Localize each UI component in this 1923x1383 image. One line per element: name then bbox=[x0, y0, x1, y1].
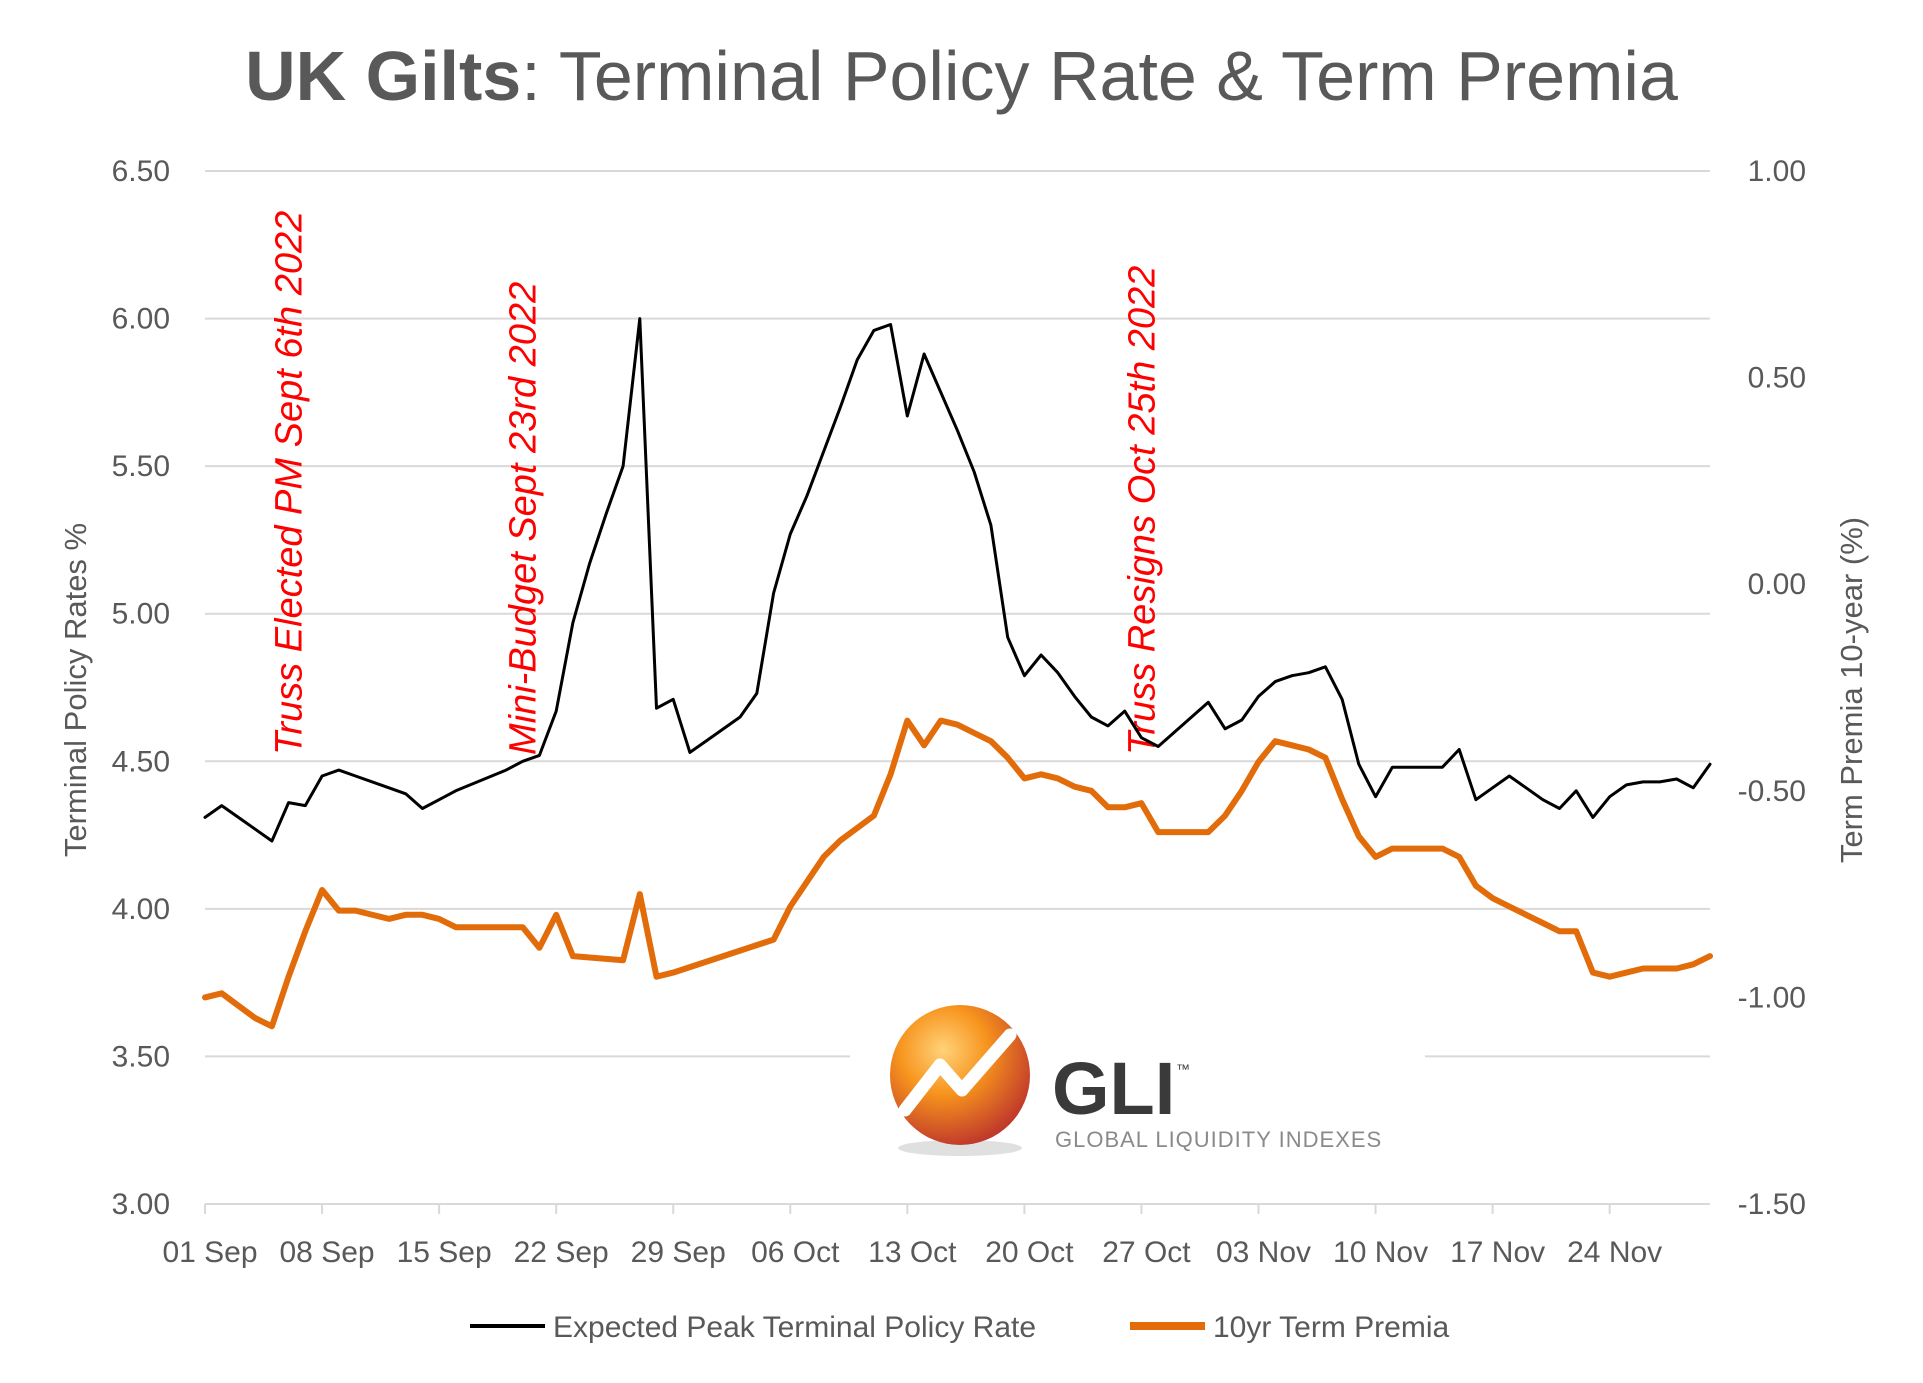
legend: Expected Peak Terminal Policy Rate 10yr … bbox=[470, 1311, 1449, 1344]
y-right-tick-label: 1.00 bbox=[1748, 155, 1806, 188]
logo-subtitle: GLOBAL LIQUIDITY INDEXES bbox=[1055, 1127, 1382, 1152]
x-tick-label: 08 Sep bbox=[280, 1236, 375, 1269]
series-line-policy-rate bbox=[203, 317, 1712, 843]
x-tick-label: 10 Nov bbox=[1333, 1236, 1428, 1269]
x-tick-label: 22 Sep bbox=[514, 1236, 609, 1269]
y-axis-right-title: Term Premia 10-year (%) bbox=[1834, 517, 1869, 863]
series-lines bbox=[202, 317, 1713, 1030]
annotations: Truss Elected PM Sept 6th 2022 Mini-Budge… bbox=[269, 211, 1164, 755]
y-left-tick-label: 4.00 bbox=[112, 893, 170, 926]
x-tick-label: 17 Nov bbox=[1450, 1236, 1545, 1269]
y-left-tick-label: 3.00 bbox=[112, 1188, 170, 1221]
logo-orb-icon bbox=[890, 1005, 1030, 1145]
x-tick-label: 03 Nov bbox=[1216, 1236, 1311, 1269]
logo-shadow bbox=[898, 1140, 1022, 1156]
x-tick-label: 13 Oct bbox=[868, 1236, 957, 1269]
legend-label-policy-rate: Expected Peak Terminal Policy Rate bbox=[553, 1311, 1036, 1344]
legend-label-term-premia: 10yr Term Premia bbox=[1213, 1311, 1449, 1344]
x-tick-label: 24 Nov bbox=[1567, 1236, 1662, 1269]
axis-ticks: 3.00 3.50 4.00 4.50 5.00 5.50 6.00 6.50 -1.50 -1.… bbox=[112, 155, 1806, 1269]
logo-trend-arrow-icon bbox=[898, 1028, 1017, 1117]
x-tick-label: 20 Oct bbox=[985, 1236, 1074, 1269]
gli-logo: GLI ™ GLOBAL LIQUIDITY INDEXES bbox=[850, 1005, 1425, 1175]
x-tick-label: 01 Sep bbox=[162, 1236, 257, 1269]
y-left-tick-label: 5.00 bbox=[112, 598, 170, 631]
chart-title-rest: : Terminal Policy Rate & Term Premia bbox=[521, 37, 1678, 115]
y-left-tick-label: 4.50 bbox=[112, 745, 170, 778]
y-right-tick-label: 0.50 bbox=[1748, 362, 1806, 395]
series-line-term-premia bbox=[202, 717, 1713, 1030]
logo-trademark: ™ bbox=[1176, 1061, 1190, 1077]
chart-title-bold: UK Gilts bbox=[245, 37, 522, 115]
y-right-tick-label: -0.50 bbox=[1738, 775, 1806, 808]
x-tick-label: 15 Sep bbox=[397, 1236, 492, 1269]
x-tick-label: 27 Oct bbox=[1102, 1236, 1191, 1269]
logo-name: GLI bbox=[1052, 1047, 1175, 1130]
x-tick-label: 06 Oct bbox=[751, 1236, 840, 1269]
y-left-tick-label: 6.50 bbox=[112, 155, 170, 188]
y-left-tick-label: 3.50 bbox=[112, 1040, 170, 1073]
gridlines bbox=[204, 170, 1710, 1214]
y-left-tick-label: 5.50 bbox=[112, 450, 170, 483]
y-left-tick-label: 6.00 bbox=[112, 303, 170, 336]
y-right-tick-label: -1.50 bbox=[1738, 1188, 1806, 1221]
annotation-label: Mini-Budget Sept 23rd 2022 bbox=[503, 282, 545, 755]
y-right-tick-label: -1.00 bbox=[1738, 981, 1806, 1014]
y-right-tick-label: 0.00 bbox=[1748, 568, 1806, 601]
annotation-label: Truss Elected PM Sept 6th 2022 bbox=[269, 211, 311, 755]
y-axis-left-title: Terminal Policy Rates % bbox=[58, 523, 93, 857]
x-tick-label: 29 Sep bbox=[631, 1236, 726, 1269]
chart-title: UK Gilts: Terminal Policy Rate & Term Pr… bbox=[0, 36, 1923, 116]
annotation-label: Truss Resigns Oct 25th 2022 bbox=[1121, 266, 1163, 755]
